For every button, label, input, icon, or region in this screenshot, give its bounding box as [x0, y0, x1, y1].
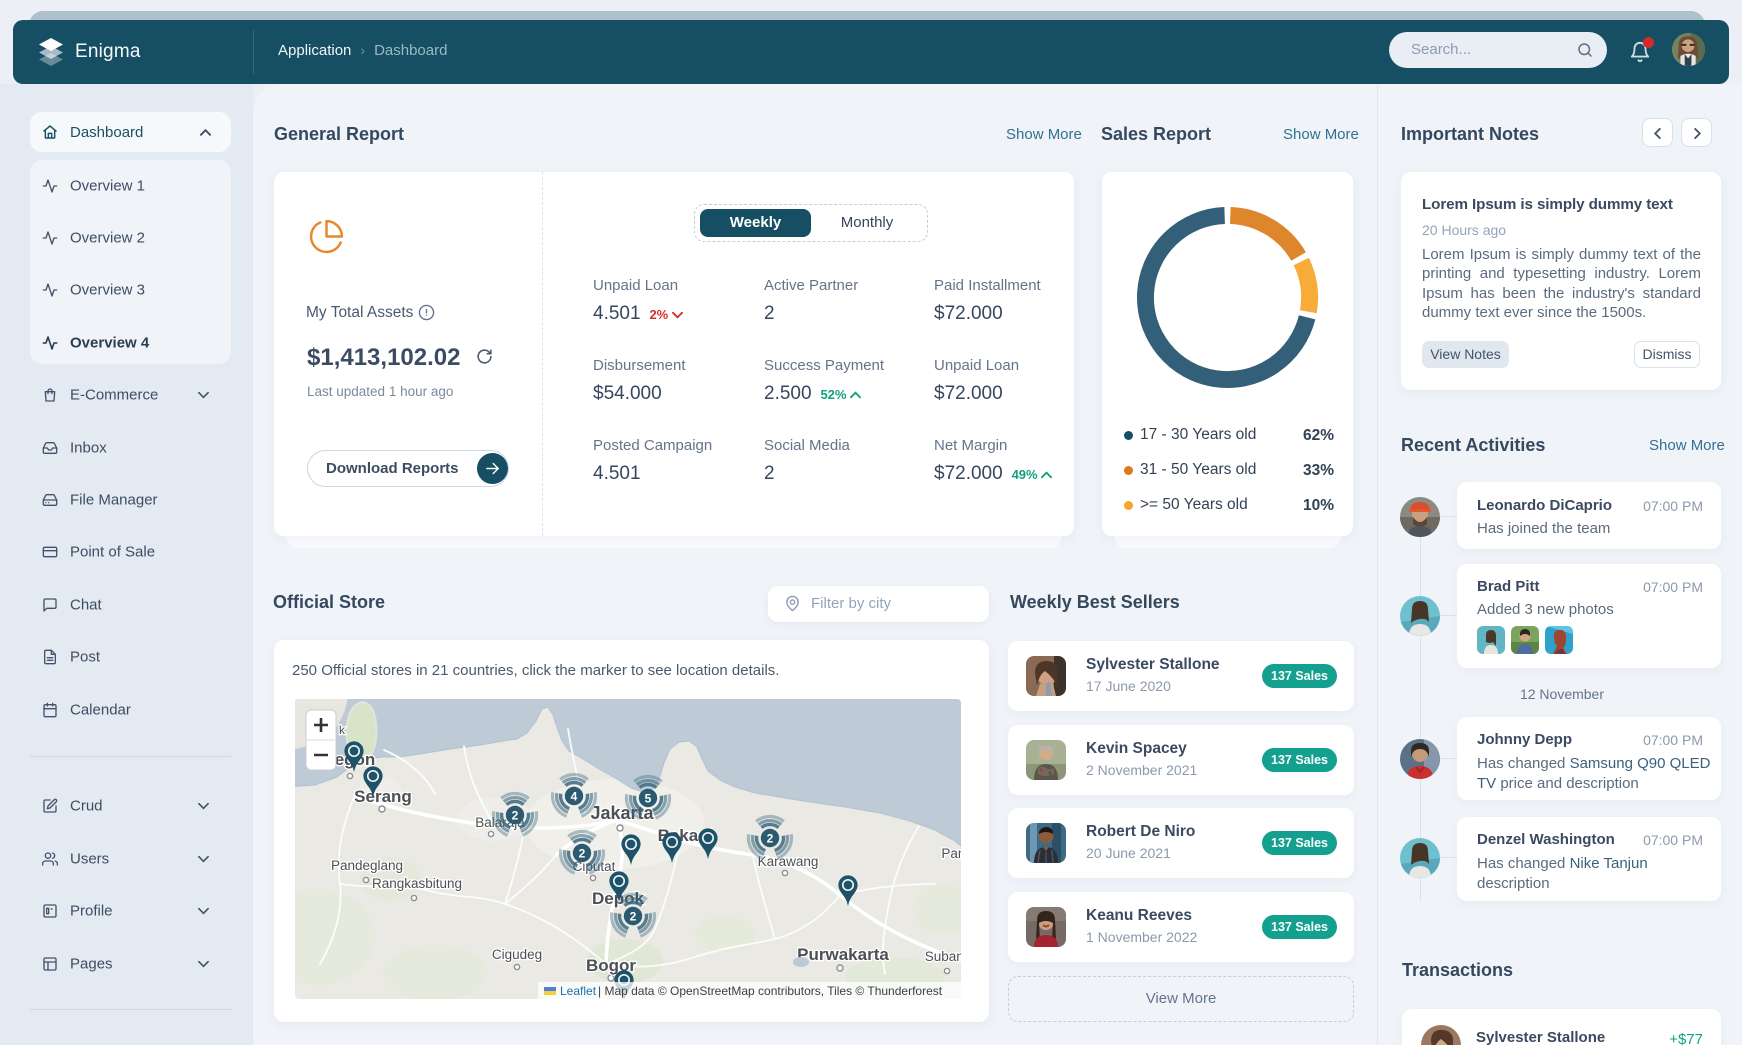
svg-text:Leaflet: Leaflet — [560, 984, 597, 998]
svg-text:Cigudeg: Cigudeg — [492, 947, 542, 962]
svg-text:Rangkasbitung: Rangkasbitung — [372, 876, 462, 891]
svg-text:5: 5 — [645, 792, 652, 806]
svg-text:| Map data © OpenStreetMap con: | Map data © OpenStreetMap contributors,… — [598, 984, 943, 998]
svg-text:Pama: Pama — [941, 846, 961, 861]
svg-text:2: 2 — [767, 832, 774, 846]
svg-text:Pandeglang: Pandeglang — [331, 858, 403, 873]
svg-text:2: 2 — [630, 910, 637, 924]
svg-text:Karawang: Karawang — [758, 854, 819, 869]
svg-text:Subang: Subang — [925, 949, 961, 964]
svg-text:2: 2 — [512, 809, 519, 823]
svg-text:k: k — [339, 723, 346, 737]
svg-text:Serang: Serang — [354, 787, 412, 806]
svg-text:Purwakarta: Purwakarta — [797, 945, 889, 964]
svg-text:4: 4 — [571, 790, 578, 804]
svg-text:2: 2 — [579, 847, 586, 861]
